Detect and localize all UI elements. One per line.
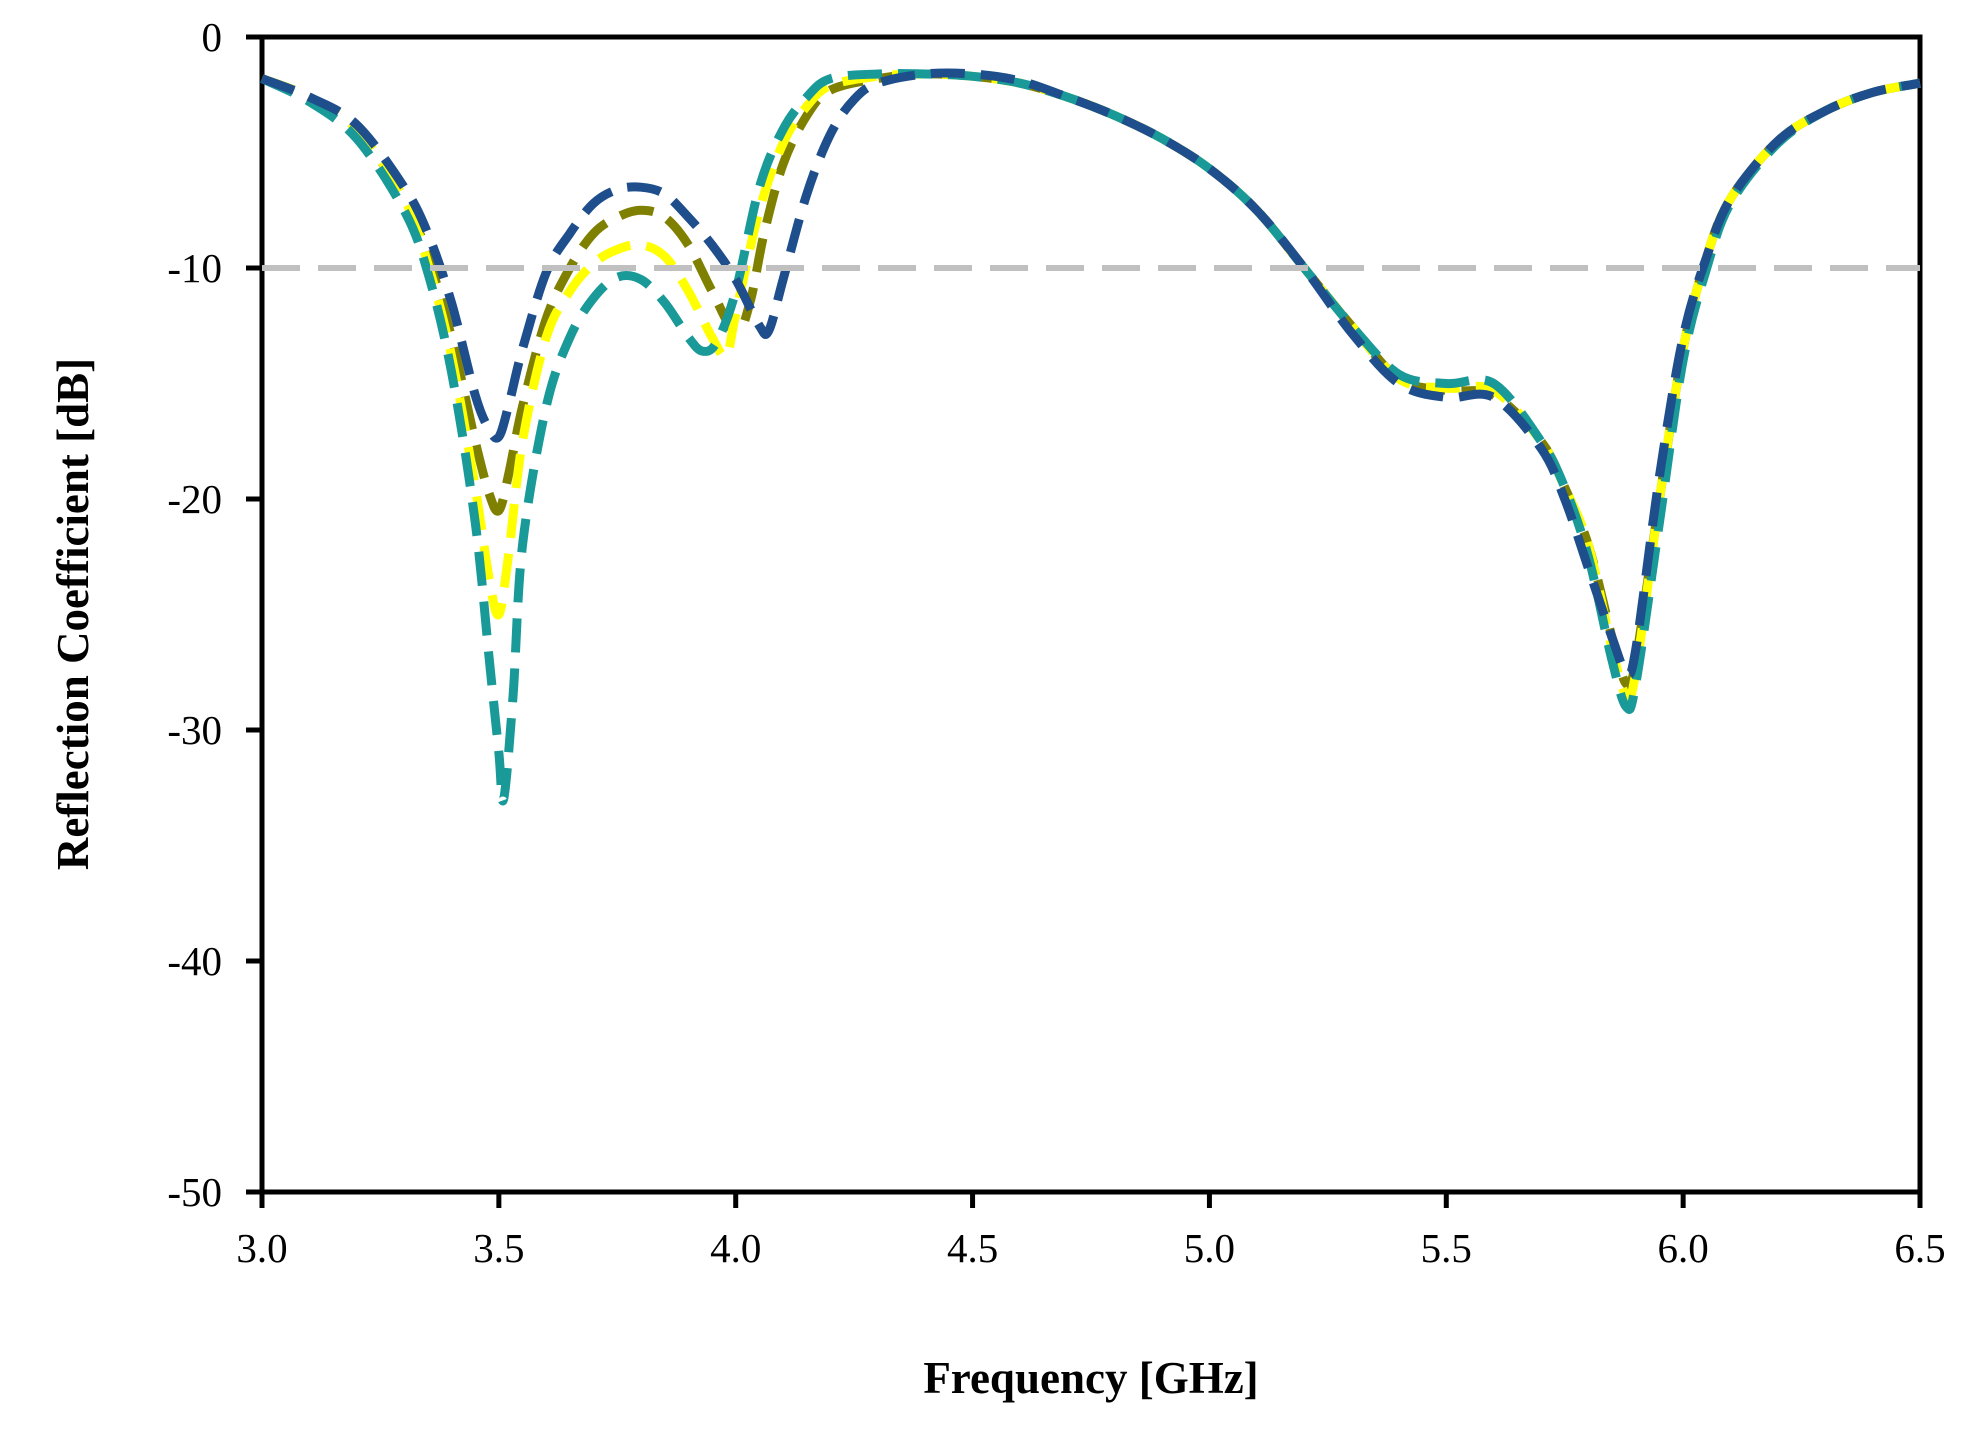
y-tick-label: -40	[167, 938, 222, 984]
y-axis-ticks: 0 -10 -20 -30 -40 -50	[167, 14, 262, 1215]
plot-area	[259, 34, 1923, 1195]
y-axis-title: Reflection Coefficient [dB]	[48, 358, 98, 870]
series-line-4	[260, 68, 1921, 679]
x-tick-label: 4.5	[947, 1225, 998, 1271]
y-tick-label: -30	[167, 707, 222, 753]
x-tick-label: 4.0	[710, 1225, 761, 1271]
y-tick-label: -20	[167, 476, 222, 522]
y-tick-label: 0	[202, 14, 223, 60]
x-tick-label: 3.5	[473, 1225, 524, 1271]
x-tick-label: 3.0	[236, 1225, 287, 1271]
x-tick-label: 6.0	[1658, 1225, 1709, 1271]
x-tick-label: 6.5	[1894, 1225, 1945, 1271]
series-layer	[260, 68, 1921, 806]
series-line-3	[260, 69, 1921, 806]
plot-frame	[259, 34, 1923, 1195]
x-axis-ticks: 3.0 3.5 4.0 4.5 5.0 5.5 6.0 6.5	[236, 1192, 1946, 1271]
y-tick-label: -10	[167, 245, 222, 291]
x-tick-label: 5.0	[1184, 1225, 1235, 1271]
y-tick-label: -50	[167, 1169, 222, 1215]
x-tick-label: 5.5	[1421, 1225, 1472, 1271]
x-axis-title: Frequency [GHz]	[923, 1353, 1258, 1403]
